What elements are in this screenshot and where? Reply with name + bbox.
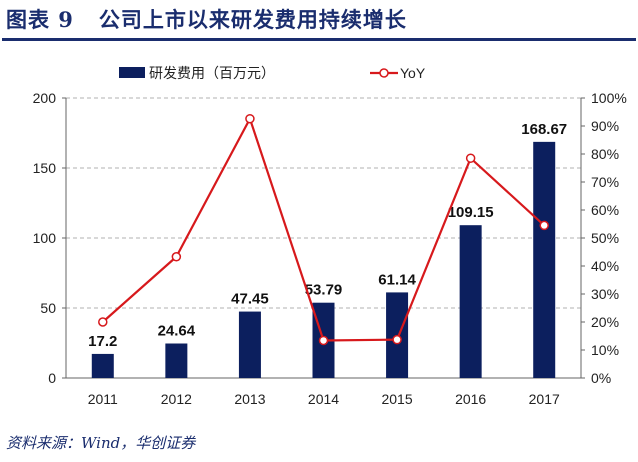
x-tick-label: 2015 xyxy=(381,391,412,407)
right-tick-label: 50% xyxy=(591,230,619,246)
bar xyxy=(533,141,556,378)
right-tick-label: 20% xyxy=(591,314,619,330)
title-divider xyxy=(2,38,636,41)
bar xyxy=(91,353,114,378)
yoy-point xyxy=(539,220,549,231)
bar xyxy=(459,225,482,378)
right-tick-label: 0% xyxy=(591,370,611,386)
yoy-point xyxy=(245,113,255,124)
legend-line-marker xyxy=(379,68,389,78)
bar-data-label: 61.14 xyxy=(378,271,416,288)
yoy-point xyxy=(318,335,329,346)
yoy-point xyxy=(392,334,402,345)
x-tick-label: 2014 xyxy=(308,391,339,407)
legend-bar-label: 研发费用（百万元） xyxy=(149,65,275,81)
right-tick-label: 80% xyxy=(591,146,619,162)
right-tick-label: 30% xyxy=(591,286,619,302)
x-tick-label: 2017 xyxy=(529,391,560,407)
right-tick-label: 40% xyxy=(591,258,619,274)
left-tick-label: 0 xyxy=(48,370,56,386)
right-tick-label: 100% xyxy=(591,90,627,106)
yoy-point xyxy=(465,153,476,163)
right-tick-label: 60% xyxy=(591,202,619,218)
x-tick-label: 2012 xyxy=(161,391,192,407)
right-tick-label: 90% xyxy=(591,118,619,134)
bar-data-label: 24.64 xyxy=(158,323,196,340)
bar xyxy=(165,343,188,378)
source-note: 资料来源：Wind，华创证券 xyxy=(6,434,196,452)
bar-data-label: 53.79 xyxy=(305,282,343,299)
left-tick-label: 150 xyxy=(33,160,57,176)
yoy-point xyxy=(98,317,108,327)
left-tick-label: 200 xyxy=(33,90,57,106)
left-tick-label: 50 xyxy=(40,300,56,316)
bar xyxy=(238,311,261,378)
yoy-point xyxy=(171,252,182,262)
right-tick-label: 70% xyxy=(591,174,619,190)
figure-title: 图表 9 公司上市以来研发费用持续增长 xyxy=(6,7,407,32)
bar-data-label: 47.45 xyxy=(231,291,269,308)
legend-line-label: YoY xyxy=(400,65,426,81)
legend-bar-swatch xyxy=(119,67,145,78)
bar-data-label: 168.67 xyxy=(521,121,567,138)
bar-data-label: 17.2 xyxy=(88,333,117,350)
left-tick-label: 100 xyxy=(33,230,57,246)
x-tick-label: 2016 xyxy=(455,391,486,407)
x-tick-label: 2013 xyxy=(234,391,265,407)
right-tick-label: 10% xyxy=(591,342,619,358)
x-tick-label: 2011 xyxy=(88,391,118,407)
bar-data-label: 109.15 xyxy=(448,204,494,221)
